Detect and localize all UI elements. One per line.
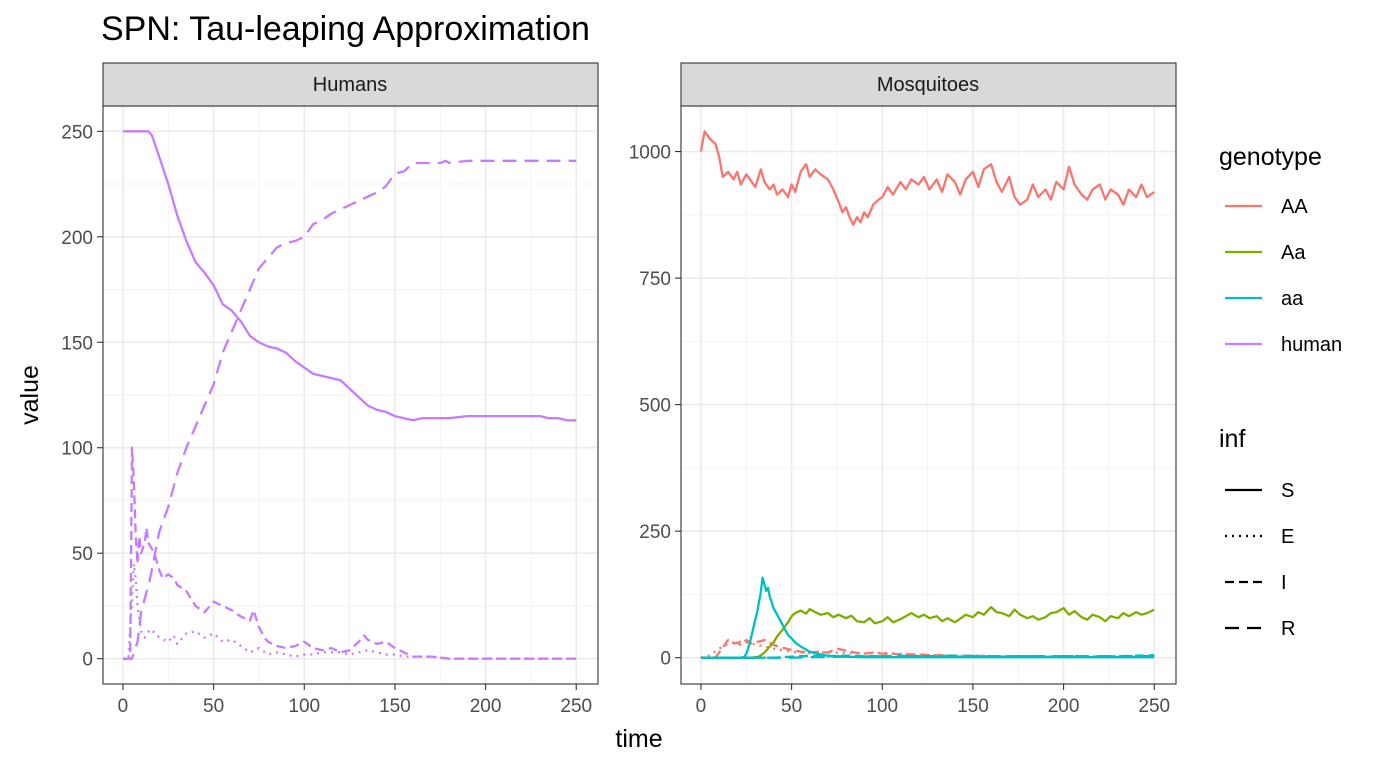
panel-background [681,106,1176,684]
panel-humans: Humans 0 50 100 150 200 250 0 50 100 150 200 250 [61,62,599,717]
legend-title: genotype [1219,143,1322,171]
legend-genotype: genotype AA Aa aa human [1219,143,1342,356]
x-tick-label: 150 [957,696,989,717]
series-line-human-s [122,130,577,422]
legend-label: E [1281,526,1294,548]
x-axis-title: time [615,725,662,753]
x-tick-label: 200 [470,696,502,717]
y-tick-label: 500 [639,396,671,417]
x-tick-label: 200 [1048,696,1080,717]
legend-inf: inf S E I R [1219,425,1295,640]
y-tick-label: 100 [61,439,93,460]
y-tick-label: 0 [82,650,93,671]
panel-mosquitoes: Mosquitoes 0 50 100 150 200 250 0 250 500 750 100… [629,62,1177,717]
x-tick-label: 150 [379,696,411,717]
series-line-aa-e [700,640,1155,659]
x-tick-label: 100 [866,696,898,717]
y-tick-label: 150 [61,333,93,354]
strip-background [680,62,1177,107]
x-tick-label: 0 [118,696,129,717]
legend-label: aa [1281,288,1304,310]
legend-label: R [1281,618,1295,640]
panel-lines [122,130,577,660]
series-line-human-i [122,446,577,660]
strip-label: Mosquitoes [877,74,979,96]
y-tick-label: 250 [61,122,93,143]
x-tick-label: 0 [696,696,707,717]
y-tick-label: 50 [72,544,93,565]
y-tick-label: 750 [639,269,671,290]
y-tick-label: 1000 [629,143,671,164]
y-tick-label: 0 [660,649,671,670]
series-line-aa-i [700,638,1155,659]
y-tick-label: 200 [61,228,93,249]
x-tick-label: 50 [781,696,802,717]
legend-label: S [1281,480,1294,502]
chart-title: SPN: Tau-leaping Approximation [101,10,590,48]
y-axis: 0 50 100 150 200 250 [61,122,103,671]
x-axis: 0 50 100 150 200 250 [118,684,592,717]
panel-grid [103,106,598,684]
series-line-human-r [122,159,577,660]
strip-background [102,62,599,107]
y-axis: 0 250 500 750 1000 [629,143,681,670]
x-axis: 0 50 100 150 200 250 [696,684,1170,717]
x-tick-label: 50 [203,696,224,717]
x-tick-label: 250 [1138,696,1170,717]
legend-label: AA [1281,196,1308,218]
y-axis-title: value [16,365,44,425]
legend-title: inf [1219,425,1245,453]
series-line-human-e [122,562,577,660]
legend-label: I [1281,572,1287,594]
strip-label: Humans [313,74,387,96]
legend-label: human [1281,334,1342,356]
series-line-aa-s [699,130,1155,227]
x-tick-label: 100 [288,696,320,717]
legend-label: Aa [1281,242,1306,264]
x-tick-label: 250 [560,696,592,717]
series-line-aa-r [700,654,1155,659]
y-tick-label: 250 [639,522,671,543]
series-line-aa-s [700,605,1155,659]
panel-lines [699,130,1155,659]
